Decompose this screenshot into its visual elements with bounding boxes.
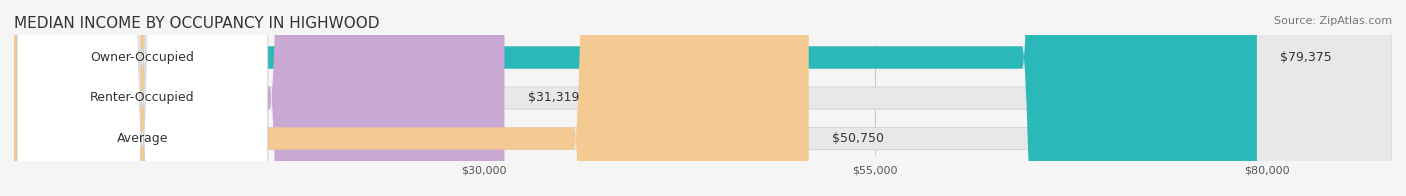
FancyBboxPatch shape bbox=[17, 0, 267, 196]
FancyBboxPatch shape bbox=[14, 0, 505, 196]
Text: MEDIAN INCOME BY OCCUPANCY IN HIGHWOOD: MEDIAN INCOME BY OCCUPANCY IN HIGHWOOD bbox=[14, 16, 380, 31]
FancyBboxPatch shape bbox=[17, 0, 267, 196]
Text: $79,375: $79,375 bbox=[1281, 51, 1331, 64]
Text: Renter-Occupied: Renter-Occupied bbox=[90, 92, 195, 104]
FancyBboxPatch shape bbox=[14, 0, 1392, 196]
Text: Owner-Occupied: Owner-Occupied bbox=[90, 51, 194, 64]
Text: $50,750: $50,750 bbox=[832, 132, 884, 145]
FancyBboxPatch shape bbox=[14, 0, 808, 196]
Text: Source: ZipAtlas.com: Source: ZipAtlas.com bbox=[1274, 16, 1392, 26]
FancyBboxPatch shape bbox=[14, 0, 1392, 196]
FancyBboxPatch shape bbox=[14, 0, 1392, 196]
Text: Average: Average bbox=[117, 132, 169, 145]
Text: $31,319: $31,319 bbox=[527, 92, 579, 104]
FancyBboxPatch shape bbox=[17, 0, 267, 196]
FancyBboxPatch shape bbox=[14, 0, 1257, 196]
